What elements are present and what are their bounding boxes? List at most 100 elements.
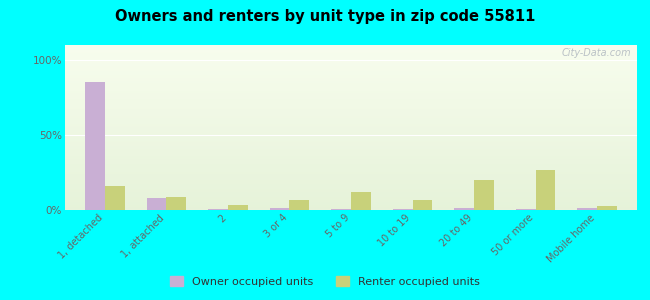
Bar <box>393 209 413 210</box>
Bar <box>65 197 637 199</box>
Bar <box>65 61 637 63</box>
Bar <box>65 172 637 174</box>
Bar <box>65 149 637 151</box>
Bar <box>65 98 637 99</box>
Bar <box>65 142 637 144</box>
Bar <box>65 66 637 68</box>
Bar <box>65 175 637 177</box>
Legend: Owner occupied units, Renter occupied units: Owner occupied units, Renter occupied un… <box>166 272 484 291</box>
Bar <box>65 169 637 170</box>
Bar <box>65 83 637 85</box>
Bar <box>65 45 637 46</box>
Bar <box>65 65 637 66</box>
Bar <box>65 159 637 160</box>
Bar <box>65 50 637 52</box>
Bar <box>65 137 637 139</box>
Bar <box>65 151 637 152</box>
Bar <box>65 109 637 111</box>
Bar <box>105 186 125 210</box>
Bar <box>413 200 432 210</box>
Bar <box>454 208 474 210</box>
Bar <box>65 122 637 124</box>
Bar <box>65 207 637 208</box>
Bar <box>577 208 597 210</box>
Bar <box>65 94 637 96</box>
Bar <box>65 116 637 118</box>
Bar <box>65 165 637 167</box>
Bar <box>65 91 637 93</box>
Bar <box>65 55 637 56</box>
Bar <box>65 93 637 94</box>
Bar <box>65 128 637 129</box>
Bar <box>516 209 536 210</box>
Bar <box>65 174 637 175</box>
Bar <box>65 111 637 112</box>
Bar <box>65 118 637 119</box>
Bar <box>351 192 370 210</box>
Bar <box>65 86 637 88</box>
Bar <box>65 178 637 180</box>
Bar <box>65 146 637 147</box>
Bar <box>65 194 637 195</box>
Bar <box>65 124 637 126</box>
Bar <box>65 81 637 83</box>
Bar <box>147 198 166 210</box>
Bar <box>65 99 637 101</box>
Bar <box>270 208 289 210</box>
Bar <box>65 187 637 188</box>
Bar <box>65 71 637 73</box>
Bar <box>65 85 637 86</box>
Bar <box>65 167 637 169</box>
Bar <box>65 182 637 184</box>
Bar <box>65 205 637 207</box>
Bar <box>65 80 637 81</box>
Bar <box>65 147 637 149</box>
Bar <box>65 144 637 146</box>
Bar <box>65 131 637 132</box>
Bar <box>65 48 637 50</box>
Bar <box>65 76 637 78</box>
Bar <box>289 200 309 210</box>
Bar <box>65 106 637 108</box>
Bar <box>228 205 248 210</box>
Bar <box>65 75 637 76</box>
Bar <box>65 154 637 155</box>
Bar <box>65 180 637 182</box>
Bar <box>65 184 637 185</box>
Bar <box>65 119 637 121</box>
Bar <box>65 129 637 131</box>
Bar <box>332 208 351 210</box>
Bar <box>65 203 637 205</box>
Bar <box>536 169 555 210</box>
Bar <box>65 190 637 192</box>
Bar <box>65 132 637 134</box>
Bar <box>65 160 637 162</box>
Bar <box>65 60 637 61</box>
Bar <box>65 188 637 190</box>
Bar <box>65 70 637 71</box>
Bar <box>65 192 637 194</box>
Bar <box>65 208 637 210</box>
Bar <box>65 58 637 60</box>
Bar <box>65 195 637 197</box>
Bar <box>65 96 637 98</box>
Text: Owners and renters by unit type in zip code 55811: Owners and renters by unit type in zip c… <box>115 9 535 24</box>
Bar <box>65 141 637 142</box>
Bar <box>65 101 637 103</box>
Bar <box>65 46 637 48</box>
Bar <box>474 180 494 210</box>
Bar <box>65 103 637 104</box>
Bar <box>65 112 637 114</box>
Bar <box>65 56 637 58</box>
Bar <box>65 199 637 200</box>
Bar <box>65 170 637 172</box>
Bar <box>65 68 637 70</box>
Bar <box>65 157 637 159</box>
Bar <box>65 73 637 75</box>
Bar <box>65 164 637 165</box>
Bar <box>65 162 637 164</box>
Bar <box>65 88 637 89</box>
Bar <box>65 121 637 122</box>
Bar <box>65 63 637 65</box>
Bar <box>65 126 637 128</box>
